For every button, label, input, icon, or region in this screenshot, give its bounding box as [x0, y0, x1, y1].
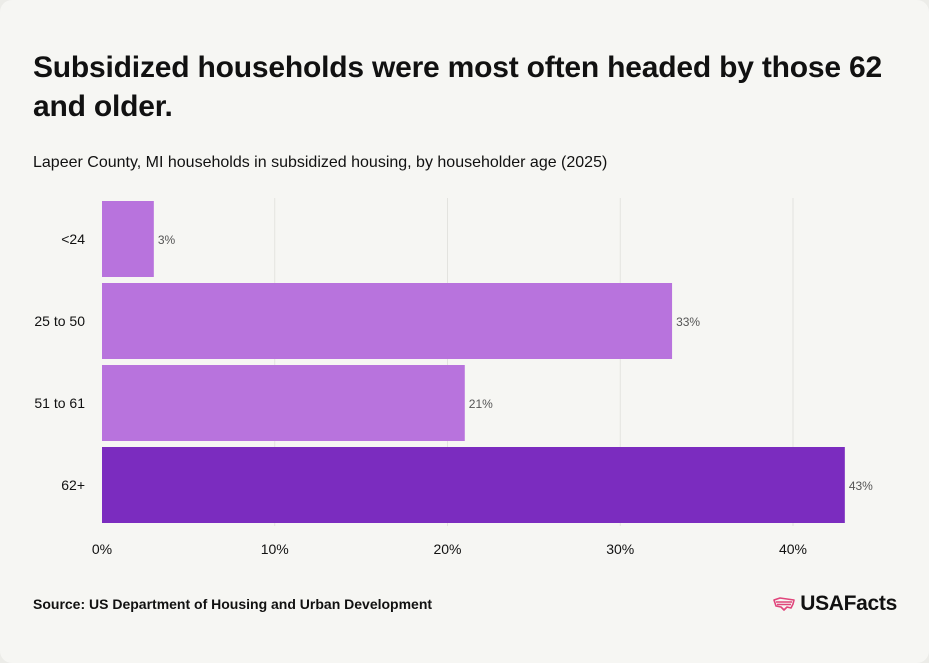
bar-chart: <24 3% 25 to 50 33% 51 to 61 21% 62+ 43% 0% 10% 20…	[34, 198, 873, 557]
x-tick-label: 40%	[779, 541, 807, 557]
value-label: 33%	[676, 315, 700, 329]
brand-logo[interactable]: USAFacts	[772, 592, 897, 616]
value-label: 43%	[849, 479, 873, 493]
us-map-icon	[773, 597, 796, 611]
bar-1[interactable]	[102, 283, 673, 359]
bar-2[interactable]	[102, 365, 465, 441]
chart-subtitle: Lapeer County, MI households in subsidiz…	[33, 154, 608, 171]
value-label: 21%	[469, 397, 493, 411]
x-tick-label: 30%	[606, 541, 634, 557]
x-tick-label: 20%	[433, 541, 461, 557]
category-label: 25 to 50	[34, 313, 85, 329]
source-note: Source: US Department of Housing and Urb…	[33, 596, 433, 612]
bar-0[interactable]	[102, 201, 154, 277]
x-tick-label: 10%	[261, 541, 289, 557]
x-tick-label: 0%	[92, 541, 112, 557]
category-label: 62+	[61, 477, 85, 493]
value-label: 3%	[158, 233, 176, 247]
bar-3[interactable]	[102, 447, 845, 523]
chart-title: Subsidized households were most often he…	[33, 51, 882, 123]
category-label: 51 to 61	[34, 395, 85, 411]
brand-name: USAFacts	[800, 592, 897, 615]
category-label: <24	[61, 231, 85, 247]
